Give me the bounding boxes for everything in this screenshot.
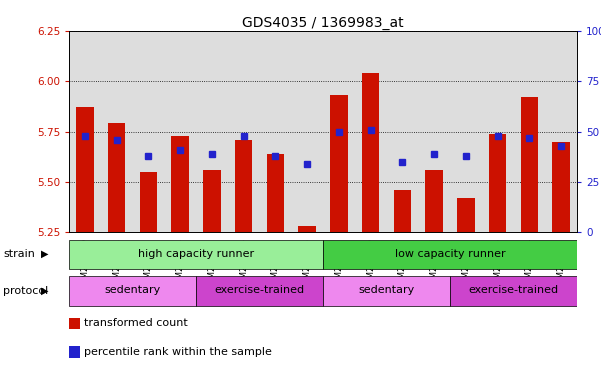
Text: exercise-trained: exercise-trained bbox=[468, 285, 558, 295]
Bar bbox=[457, 198, 475, 232]
Bar bbox=[520, 97, 538, 232]
Bar bbox=[196, 276, 323, 306]
Bar bbox=[140, 172, 157, 232]
Bar bbox=[69, 240, 323, 269]
Text: exercise-trained: exercise-trained bbox=[215, 285, 305, 295]
Bar bbox=[450, 276, 577, 306]
Bar bbox=[426, 170, 443, 232]
Bar bbox=[330, 95, 347, 232]
Bar bbox=[323, 240, 577, 269]
Bar bbox=[552, 142, 570, 232]
Bar bbox=[323, 276, 450, 306]
Bar bbox=[76, 107, 94, 232]
Bar bbox=[69, 276, 196, 306]
Bar bbox=[171, 136, 189, 232]
Text: high capacity runner: high capacity runner bbox=[138, 249, 254, 259]
Bar bbox=[394, 190, 411, 232]
Text: sedentary: sedentary bbox=[105, 285, 160, 295]
Text: low capacity runner: low capacity runner bbox=[395, 249, 505, 259]
Bar bbox=[203, 170, 221, 232]
Text: ▶: ▶ bbox=[41, 249, 49, 259]
Bar bbox=[489, 134, 506, 232]
Bar bbox=[362, 73, 379, 232]
Text: ▶: ▶ bbox=[41, 286, 49, 296]
Text: strain: strain bbox=[3, 249, 35, 259]
Bar bbox=[235, 139, 252, 232]
Text: protocol: protocol bbox=[3, 286, 48, 296]
Bar bbox=[108, 123, 126, 232]
Bar bbox=[299, 226, 316, 232]
Bar bbox=[267, 154, 284, 232]
Text: percentile rank within the sample: percentile rank within the sample bbox=[84, 347, 272, 357]
Title: GDS4035 / 1369983_at: GDS4035 / 1369983_at bbox=[242, 16, 404, 30]
Text: sedentary: sedentary bbox=[358, 285, 415, 295]
Text: transformed count: transformed count bbox=[84, 318, 188, 328]
